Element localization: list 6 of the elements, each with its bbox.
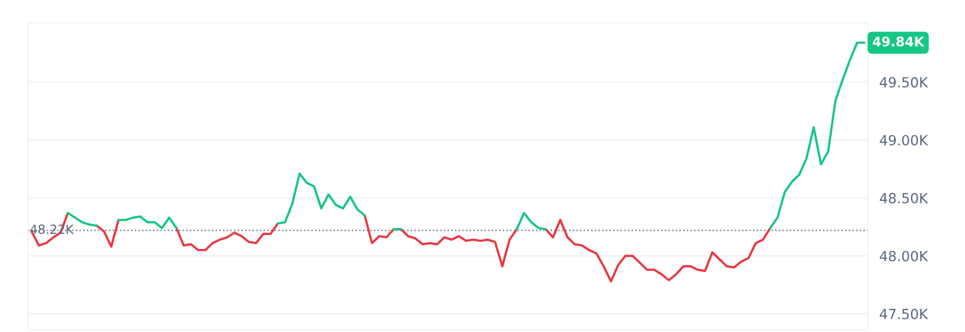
y-tick-label: 49.00K: [880, 134, 928, 146]
y-tick-label: 48.50K: [880, 192, 928, 204]
text: 49.84K: [872, 36, 925, 47]
y-tick-label: 47.50K: [880, 308, 928, 320]
y-tick-label: 48.00K: [880, 250, 928, 262]
y-tick-label: 49.50K: [880, 77, 928, 88]
